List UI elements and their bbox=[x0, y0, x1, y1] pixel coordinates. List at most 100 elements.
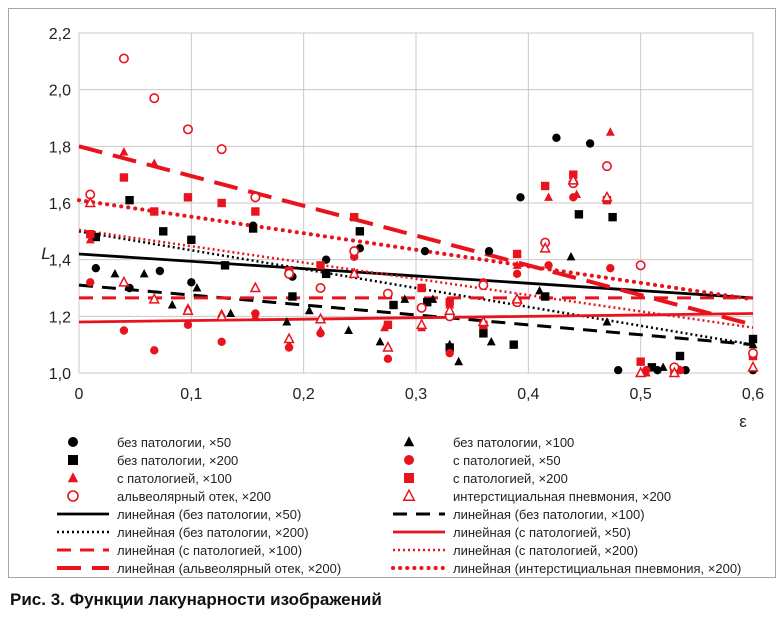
data-point bbox=[512, 260, 522, 269]
data-point bbox=[84, 196, 96, 208]
square-filled-icon bbox=[68, 455, 78, 465]
data-point bbox=[445, 343, 454, 352]
data-point bbox=[314, 312, 327, 324]
legend-item: линейная (с патологией, ×50) bbox=[391, 524, 631, 540]
data-point bbox=[149, 158, 159, 167]
data-points bbox=[84, 53, 759, 378]
data-point bbox=[445, 297, 454, 307]
data-point bbox=[192, 283, 202, 292]
data-point bbox=[544, 261, 553, 270]
data-point bbox=[606, 263, 615, 273]
x-tick-label: 0,5 bbox=[630, 386, 652, 403]
data-point bbox=[658, 362, 668, 371]
legend-label: без патологии, ×200 bbox=[117, 452, 239, 468]
data-point bbox=[585, 139, 595, 148]
line-rounddot-icon bbox=[391, 566, 447, 570]
data-point bbox=[110, 268, 120, 278]
data-point bbox=[601, 190, 613, 202]
data-point bbox=[512, 249, 522, 259]
legend-item: с патологией, ×200 bbox=[391, 470, 568, 486]
data-point bbox=[350, 212, 359, 222]
data-point bbox=[572, 189, 582, 199]
data-point bbox=[647, 363, 657, 372]
trendlines bbox=[77, 144, 755, 347]
data-point bbox=[574, 210, 584, 219]
trendline bbox=[78, 252, 754, 300]
data-point bbox=[284, 339, 294, 349]
data-point bbox=[608, 212, 617, 222]
data-point bbox=[566, 251, 576, 261]
x-tick-label: 0,1 bbox=[180, 386, 202, 403]
data-point bbox=[544, 192, 553, 201]
line-dot-icon bbox=[57, 530, 109, 534]
data-point bbox=[250, 311, 260, 320]
data-point bbox=[445, 348, 454, 358]
data-point bbox=[118, 53, 129, 64]
y-tick-label: 1,8 bbox=[49, 139, 71, 156]
legend-marker bbox=[67, 490, 79, 502]
legend-label: без патологии, ×100 bbox=[453, 434, 575, 450]
data-point bbox=[316, 325, 325, 335]
data-point bbox=[509, 340, 518, 349]
data-point bbox=[355, 227, 365, 236]
legend-label: линейная (с патологией, ×200) bbox=[453, 542, 639, 558]
data-point bbox=[167, 300, 177, 309]
data-point bbox=[417, 283, 426, 293]
legend-marker bbox=[67, 472, 79, 483]
data-point bbox=[348, 267, 360, 279]
data-point bbox=[182, 124, 193, 135]
x-tick-label: 0,4 bbox=[517, 386, 539, 403]
data-point bbox=[635, 260, 646, 271]
data-point bbox=[601, 161, 612, 172]
data-point bbox=[216, 309, 228, 321]
legend-item: без патологии, ×200 bbox=[55, 452, 238, 468]
data-point bbox=[535, 285, 544, 295]
circle-filled-icon bbox=[404, 455, 414, 465]
line-solid-icon bbox=[393, 530, 445, 534]
y-tick-label: 1,6 bbox=[49, 196, 71, 213]
data-point bbox=[139, 268, 149, 278]
trendline bbox=[78, 144, 754, 327]
legend-label: без патологии, ×50 bbox=[117, 434, 232, 450]
triangle-filled-icon bbox=[403, 436, 415, 447]
data-point bbox=[187, 235, 196, 245]
data-point bbox=[86, 278, 95, 287]
legend-item: линейная (без патологии, ×50) bbox=[55, 506, 301, 522]
data-point bbox=[479, 329, 488, 338]
legend-item: линейная (с патологией, ×100) bbox=[55, 542, 302, 558]
data-point bbox=[516, 193, 525, 202]
legend-item: линейная (с патологией, ×200) bbox=[391, 542, 638, 558]
data-point bbox=[248, 224, 258, 233]
data-point bbox=[217, 198, 226, 208]
triangle-filled-icon bbox=[67, 472, 79, 483]
figure-caption: Рис. 3. Функции лакунарности изображений bbox=[10, 590, 382, 609]
legend-item: интерстициальная пневмония, ×200 bbox=[391, 488, 671, 504]
y-axis-label: L bbox=[41, 244, 50, 263]
data-point bbox=[119, 173, 129, 182]
data-point bbox=[748, 334, 758, 344]
legend-item: без патологии, ×50 bbox=[55, 434, 231, 450]
legend-label: линейная (интерстициальная пневмония, ×2… bbox=[453, 560, 742, 576]
data-point bbox=[304, 305, 314, 315]
data-point bbox=[150, 207, 159, 216]
legend-marker bbox=[68, 437, 78, 447]
data-point bbox=[454, 356, 464, 366]
data-point bbox=[85, 234, 95, 244]
data-point bbox=[284, 268, 295, 279]
y-tick-label: 1,4 bbox=[49, 253, 71, 270]
line-dot-icon bbox=[393, 548, 445, 552]
legend-item: линейная (интерстициальная пневмония, ×2… bbox=[391, 560, 741, 576]
legend-marker bbox=[403, 436, 415, 447]
data-point bbox=[602, 317, 612, 326]
data-point bbox=[321, 269, 331, 279]
legend-label: альвеолярный отек, ×200 bbox=[117, 488, 271, 504]
data-point bbox=[155, 266, 165, 276]
data-point bbox=[159, 227, 168, 236]
data-point bbox=[91, 232, 101, 242]
x-tick-label: 0,3 bbox=[405, 386, 427, 403]
data-point bbox=[217, 337, 226, 347]
data-point bbox=[486, 336, 496, 346]
y-tick-label: 1,2 bbox=[49, 309, 71, 326]
legend-label: линейная (без патологии, ×200) bbox=[117, 524, 309, 540]
data-point bbox=[423, 297, 432, 307]
